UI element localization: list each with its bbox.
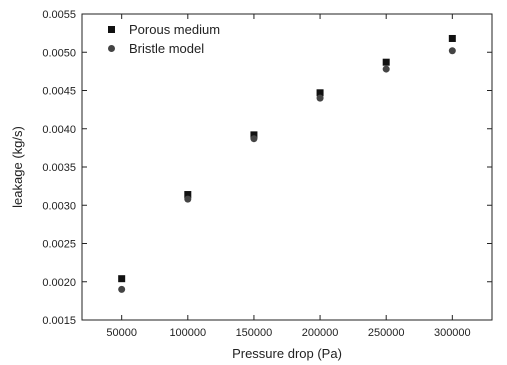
- y-tick-label: 0.0030: [42, 200, 76, 212]
- legend-label-porous-medium: Porous medium: [129, 22, 220, 37]
- point-bristle-model: [448, 47, 456, 55]
- y-tick-label: 0.0045: [42, 86, 76, 98]
- x-tick-label: 100000: [169, 327, 206, 339]
- legend-marker-porous-medium: [108, 26, 115, 33]
- point-porous-medium: [250, 131, 258, 139]
- point-porous-medium: [184, 191, 192, 199]
- x-axis-title: Pressure drop (Pa): [232, 346, 342, 361]
- y-axis: 0.0015 0.0020 0.0025 0.0030 0.0035 0.0040 0.00…: [42, 9, 492, 327]
- y-tick-label: 0.0035: [42, 162, 76, 174]
- point-porous-medium: [448, 34, 456, 42]
- legend-marker-bristle-model: [108, 45, 115, 52]
- point-porous-medium: [316, 89, 324, 97]
- legend: Porous medium Bristle model: [108, 22, 220, 56]
- point-bristle-model: [316, 94, 324, 102]
- y-tick-label: 0.0050: [42, 47, 76, 59]
- point-bristle-model: [250, 135, 258, 143]
- plot-frame: [81, 13, 493, 321]
- point-porous-medium: [382, 58, 390, 66]
- legend-label-bristle-model: Bristle model: [129, 41, 204, 56]
- point-bristle-model: [382, 65, 390, 73]
- y-tick-label: 0.0025: [42, 239, 76, 251]
- x-tick-label: 150000: [236, 327, 273, 339]
- y-tick-label: 0.0040: [42, 124, 76, 136]
- x-tick-label: 250000: [368, 327, 405, 339]
- point-porous-medium: [118, 275, 126, 283]
- x-tick-label: 50000: [106, 327, 137, 339]
- point-bristle-model: [184, 195, 192, 203]
- y-tick-label: 0.0055: [42, 9, 76, 21]
- y-tick-label: 0.0015: [42, 315, 76, 327]
- y-tick-label: 0.0020: [42, 277, 76, 289]
- x-axis: 50000 100000 150000 200000 250000 300000: [106, 14, 471, 339]
- point-bristle-model: [118, 285, 126, 293]
- x-tick-label: 200000: [302, 327, 339, 339]
- y-axis-title: leakage (kg/s): [10, 126, 25, 208]
- x-tick-label: 300000: [434, 327, 471, 339]
- data-points: [118, 34, 456, 293]
